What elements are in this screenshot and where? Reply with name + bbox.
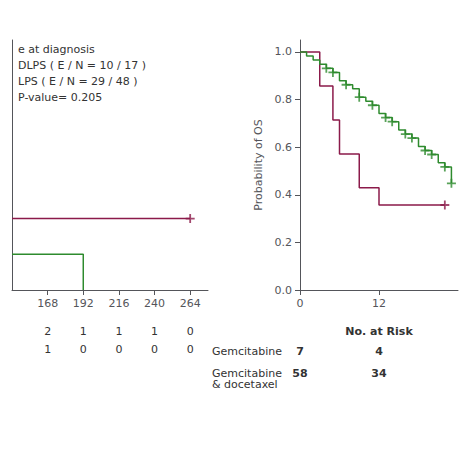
svg-text:1: 1	[151, 325, 158, 338]
svg-text:0.6: 0.6	[275, 141, 293, 154]
svg-text:Probability of OS: Probability of OS	[252, 119, 265, 210]
svg-text:LPS ( E / N = 29 / 48 ): LPS ( E / N = 29 / 48 )	[18, 75, 138, 88]
svg-text:168: 168	[37, 297, 58, 310]
svg-text:0.0: 0.0	[275, 284, 293, 297]
svg-text:e at diagnosis: e at diagnosis	[18, 43, 95, 56]
svg-text:DLPS ( E / N = 10 / 17 ): DLPS ( E / N = 10 / 17 )	[18, 59, 146, 72]
svg-text:0.2: 0.2	[275, 236, 293, 249]
svg-text:240: 240	[144, 297, 165, 310]
svg-text:58: 58	[292, 367, 307, 380]
svg-text:0: 0	[187, 325, 194, 338]
svg-text:264: 264	[180, 297, 201, 310]
svg-text:1: 1	[44, 343, 51, 356]
svg-text:34: 34	[371, 367, 387, 380]
svg-text:0: 0	[115, 343, 122, 356]
svg-text:2: 2	[44, 325, 51, 338]
svg-text:P-value= 0.205: P-value= 0.205	[18, 91, 102, 104]
svg-text:1: 1	[80, 325, 87, 338]
svg-text:12: 12	[372, 297, 386, 310]
svg-text:0.4: 0.4	[275, 188, 293, 201]
svg-text:1: 1	[115, 325, 122, 338]
svg-text:No. at Risk: No. at Risk	[345, 325, 413, 338]
svg-text:1.0: 1.0	[275, 45, 293, 58]
svg-text:192: 192	[73, 297, 94, 310]
svg-text:4: 4	[375, 345, 383, 358]
svg-text:0: 0	[80, 343, 87, 356]
svg-text:& docetaxel: & docetaxel	[212, 378, 278, 391]
svg-text:0.8: 0.8	[275, 93, 293, 106]
svg-text:0: 0	[151, 343, 158, 356]
svg-text:216: 216	[108, 297, 129, 310]
svg-text:0: 0	[187, 343, 194, 356]
svg-text:0: 0	[297, 297, 304, 310]
svg-text:Gemcitabine: Gemcitabine	[212, 367, 282, 380]
svg-text:Gemcitabine: Gemcitabine	[212, 345, 282, 358]
svg-text:7: 7	[296, 345, 304, 358]
